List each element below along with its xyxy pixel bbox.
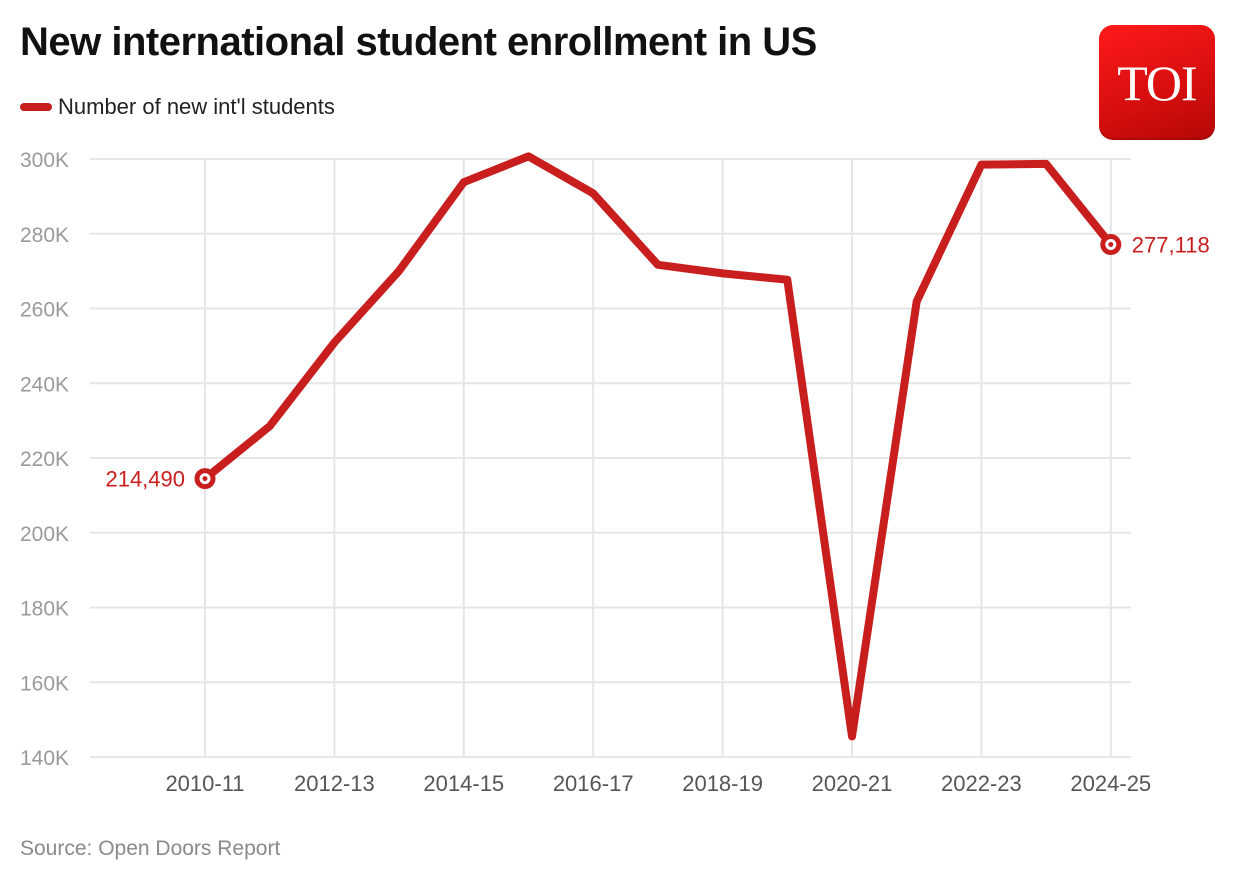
y-tick-label: 200K (20, 523, 69, 546)
x-tick-label: 2024-25 (1070, 771, 1151, 796)
endpoint-marker-dot (202, 476, 208, 482)
y-tick-label: 140K (20, 747, 69, 770)
y-tick-label: 280K (20, 224, 69, 247)
y-tick-label: 260K (20, 299, 69, 322)
x-tick-label: 2012-13 (294, 771, 375, 796)
x-tick-label: 2020-21 (812, 771, 893, 796)
toi-logo: TOI (1099, 25, 1215, 140)
x-tick-label: 2022-23 (941, 771, 1022, 796)
source-note: Source: Open Doors Report (20, 837, 281, 860)
x-tick-label: 2016-17 (553, 771, 634, 796)
x-tick-label: 2010-11 (165, 771, 244, 796)
chart-legend: Number of new int'l students (20, 94, 335, 120)
endpoint-marker-dot (1108, 242, 1114, 248)
y-tick-label: 220K (20, 448, 69, 471)
data-label: 214,490 (105, 467, 185, 492)
chart-title: New international student enrollment in … (20, 20, 817, 64)
y-tick-label: 300K (20, 149, 69, 172)
logo-text: TOI (1117, 54, 1197, 111)
x-tick-label: 2018-19 (682, 771, 763, 796)
data-label: 277,118 (1132, 233, 1210, 258)
y-tick-label: 160K (20, 672, 69, 695)
series-line (201, 152, 1115, 741)
y-tick-label: 240K (20, 373, 69, 396)
y-tick-label: 180K (20, 598, 69, 621)
legend-label: Number of new int'l students (58, 94, 335, 119)
x-tick-label: 2014-15 (423, 771, 504, 796)
legend-swatch (20, 103, 52, 111)
